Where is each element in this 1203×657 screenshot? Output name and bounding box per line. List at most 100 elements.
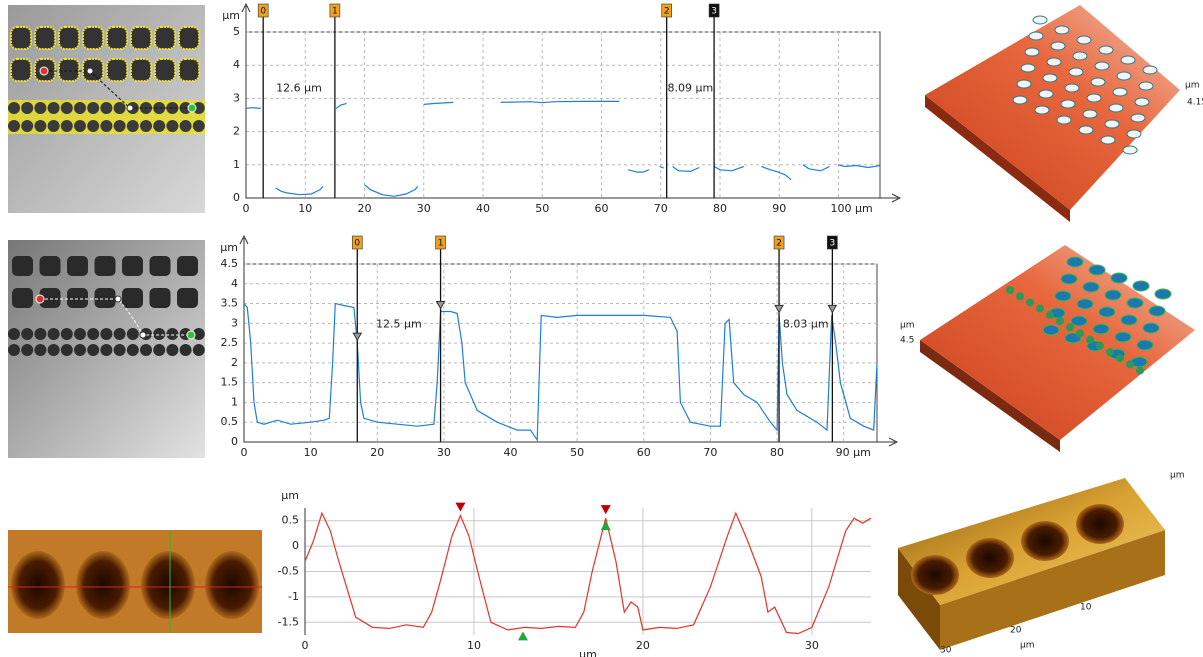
hole <box>1136 339 1154 351</box>
well <box>10 26 32 50</box>
hole <box>1016 79 1032 89</box>
profile-line <box>245 100 881 197</box>
small-hole <box>1066 323 1074 332</box>
small-well <box>87 120 100 132</box>
surface-side <box>898 548 940 650</box>
y-tick-label: 4 <box>233 58 240 71</box>
pit <box>76 551 130 619</box>
small-hole <box>1096 341 1104 350</box>
small-well <box>74 102 86 114</box>
small-well <box>47 102 60 114</box>
small-well <box>113 344 126 356</box>
hole <box>1086 93 1102 103</box>
annotation: 12.5 µm <box>376 318 422 331</box>
cursor-marker <box>352 332 363 342</box>
well <box>149 288 171 308</box>
pit <box>1021 521 1069 561</box>
well <box>94 256 116 276</box>
small-well <box>126 344 139 356</box>
small-well <box>60 344 73 356</box>
small-well <box>153 120 166 132</box>
small-well <box>140 120 152 132</box>
hole <box>1142 65 1158 75</box>
small-well <box>153 328 166 340</box>
pit <box>11 551 65 619</box>
small-well <box>8 344 20 356</box>
x-tick-label: 90 µm <box>836 446 871 459</box>
well <box>154 26 176 50</box>
hole <box>1098 45 1114 55</box>
surface-side <box>925 95 1070 222</box>
small-well <box>100 328 113 340</box>
hole <box>1054 25 1070 35</box>
small-hole <box>1086 335 1094 344</box>
hole <box>1042 73 1058 83</box>
hole <box>1154 288 1172 300</box>
y-tick-label: 0.5 <box>282 514 300 527</box>
small-hole <box>1076 329 1084 338</box>
hole <box>1134 97 1150 107</box>
cursor-label: 0 <box>354 239 360 249</box>
render-label: µm <box>1020 641 1035 651</box>
y-tick-label: 0 <box>233 191 240 204</box>
small-well <box>74 120 86 132</box>
small-well <box>47 344 60 356</box>
y-tick-label: 2 <box>233 125 240 138</box>
cursor-label: 2 <box>664 7 670 17</box>
hole <box>1108 103 1124 113</box>
hole <box>1046 57 1062 67</box>
y-tick-label: 0 <box>231 435 238 448</box>
hole <box>1012 95 1028 105</box>
small-well <box>8 102 20 114</box>
small-well <box>21 328 34 340</box>
hole <box>1076 298 1094 310</box>
small-well <box>166 120 179 132</box>
render-label: µm <box>900 321 915 331</box>
cursor-marker <box>435 300 446 310</box>
profile-line <box>304 511 872 635</box>
profile-line <box>243 302 878 442</box>
cursor-tag <box>351 235 363 250</box>
hole <box>1072 51 1088 61</box>
end-point <box>186 330 196 340</box>
small-hole <box>1126 360 1134 369</box>
surface-3d <box>925 5 1180 210</box>
surface-side <box>940 530 1165 650</box>
y-tick-label: 5 <box>233 25 240 38</box>
small-well <box>21 344 34 356</box>
hole <box>1122 145 1138 155</box>
well <box>58 26 80 50</box>
hole <box>1090 77 1106 87</box>
cursor-tag <box>827 235 838 250</box>
render-label: 4.5 <box>900 336 914 346</box>
well <box>58 58 80 82</box>
hole <box>1104 289 1122 301</box>
well <box>130 26 152 50</box>
end-point <box>187 103 197 113</box>
render-label: µm <box>1185 81 1200 91</box>
small-well <box>34 102 47 114</box>
x-tick-label: 90 <box>772 202 786 215</box>
small-well <box>192 344 205 356</box>
x-tick-label: 10 <box>298 202 312 215</box>
render-label: µm <box>1170 471 1185 481</box>
hole <box>1114 331 1132 343</box>
pit <box>141 551 195 619</box>
render-label: 10 <box>1080 603 1092 613</box>
mid-point <box>126 104 134 112</box>
small-well <box>21 102 34 114</box>
hole <box>1076 35 1092 45</box>
pit <box>205 551 259 619</box>
cursor-tag <box>661 3 672 18</box>
small-well <box>87 344 100 356</box>
cursor-label: 2 <box>776 239 782 249</box>
y-axis-label: µm <box>281 489 299 502</box>
hole <box>1092 323 1110 335</box>
small-well <box>179 344 192 356</box>
small-hole <box>1056 317 1064 325</box>
y-tick-label: -1 <box>288 590 299 603</box>
y-tick-label: 1 <box>233 158 240 171</box>
cursor-tag <box>257 3 269 18</box>
surface-3d <box>920 245 1195 440</box>
well <box>34 26 56 50</box>
